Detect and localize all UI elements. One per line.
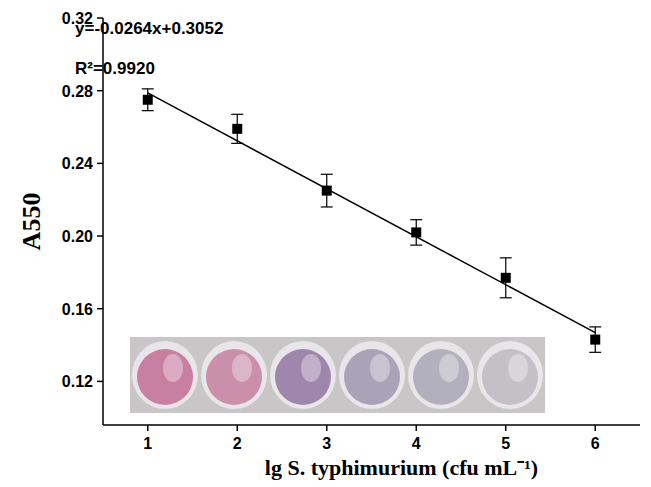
- y-tick-label: 0.12: [62, 373, 93, 390]
- error-bar: [142, 89, 154, 111]
- annotation: R²=0.9920: [75, 59, 155, 78]
- point: [411, 227, 421, 237]
- x-tick: [237, 425, 239, 431]
- well-shine: [163, 354, 183, 382]
- well-rim: [477, 341, 543, 409]
- well-shine: [439, 354, 459, 382]
- well-rim: [132, 341, 198, 409]
- well-rim: [201, 341, 267, 409]
- error-cap: [589, 326, 601, 327]
- error-cap: [500, 257, 512, 258]
- error-cap: [321, 174, 333, 175]
- error-cap: [500, 297, 512, 298]
- y-tick-label: 0.24: [62, 155, 93, 172]
- well-rim: [408, 341, 474, 409]
- well-shine: [301, 354, 321, 382]
- point: [501, 273, 511, 283]
- point: [590, 335, 600, 345]
- x-tick: [595, 425, 597, 431]
- x-axis-title: lg S. typhimurium (cfu mL⁻¹): [265, 455, 538, 480]
- error-cap: [410, 245, 422, 246]
- x-tick-label: 1: [143, 435, 152, 452]
- error-cap: [589, 352, 601, 353]
- well: [413, 349, 469, 405]
- x-tick: [147, 425, 149, 431]
- y-tick: [97, 381, 103, 383]
- y-tick: [97, 235, 103, 237]
- error-bar: [410, 220, 422, 245]
- y-axis-title: A550: [17, 193, 46, 251]
- y-tick: [97, 90, 103, 92]
- y-axis: [102, 18, 104, 425]
- x-tick-label: 2: [233, 435, 242, 452]
- plot-area: [142, 89, 602, 352]
- x-tick: [326, 425, 328, 431]
- well-rim: [339, 341, 405, 409]
- well-rim: [270, 341, 336, 409]
- well: [137, 349, 193, 405]
- y-tick: [97, 163, 103, 165]
- error-cap: [410, 219, 422, 220]
- well: [206, 349, 262, 405]
- well-shine: [508, 354, 528, 382]
- well: [344, 349, 400, 405]
- point: [143, 95, 153, 105]
- x-tick: [416, 425, 418, 431]
- well-shine: [232, 354, 252, 382]
- well: [482, 349, 538, 405]
- y-tick-label: 0.20: [62, 228, 93, 245]
- y-tick: [97, 308, 103, 310]
- x-tick-label: 4: [412, 435, 421, 452]
- x-tick-label: 6: [591, 435, 600, 452]
- x-axis: [103, 424, 640, 426]
- x-tick-label: 3: [322, 435, 331, 452]
- error-bar: [500, 258, 512, 298]
- annotation: y=-0.0264x+0.3052: [75, 19, 223, 38]
- error-cap: [142, 88, 154, 89]
- photo-bg: [130, 337, 545, 413]
- y-tick-label: 0.16: [62, 301, 93, 318]
- well: [275, 349, 331, 405]
- error-cap: [142, 110, 154, 111]
- point: [232, 124, 242, 134]
- x-tick-label: 5: [501, 435, 510, 452]
- inset-photo: [130, 337, 545, 413]
- x-tick: [505, 425, 507, 431]
- y-tick-label: 0.28: [62, 83, 93, 100]
- fit-line: [148, 93, 596, 333]
- well-shine: [370, 354, 390, 382]
- error-cap: [231, 114, 243, 115]
- error-cap: [321, 206, 333, 207]
- chart: 0.120.160.200.240.280.32123456lg S. typh…: [0, 0, 651, 487]
